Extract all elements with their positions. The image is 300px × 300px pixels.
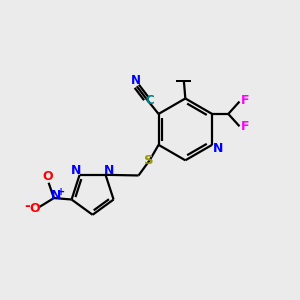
Text: N: N	[212, 142, 223, 154]
Text: F: F	[241, 120, 249, 134]
Text: -: -	[25, 199, 30, 213]
Text: +: +	[57, 187, 65, 197]
Text: N: N	[71, 164, 81, 177]
Text: N: N	[130, 74, 141, 87]
Text: O: O	[30, 202, 40, 214]
Text: N: N	[104, 164, 114, 177]
Text: S: S	[144, 154, 153, 167]
Text: F: F	[241, 94, 249, 107]
Text: O: O	[43, 170, 53, 183]
Text: C: C	[146, 94, 154, 106]
Text: N: N	[51, 189, 62, 202]
